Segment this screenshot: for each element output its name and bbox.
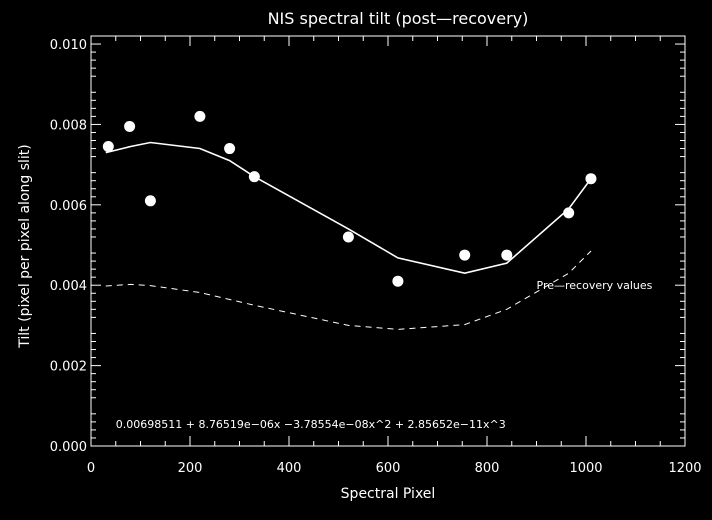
data-point (563, 207, 575, 219)
x-tick-label: 400 (277, 461, 302, 476)
annotations: Pre—recovery values 0.00698511 + 8.76519e… (116, 279, 653, 431)
data-point (392, 275, 404, 287)
data-point (144, 195, 156, 207)
x-axis-label: Spectral Pixel (341, 486, 436, 502)
x-tick-label: 1200 (668, 461, 701, 476)
data-point (224, 143, 236, 155)
series-points (102, 110, 597, 287)
y-tick-label: 0.002 (50, 360, 87, 375)
pre-recovery-dashed-line (105, 250, 592, 330)
y-tick-label: 0.000 (50, 440, 87, 455)
y-tick-label: 0.004 (50, 279, 87, 294)
ticks (90, 36, 686, 447)
data-point (342, 231, 354, 243)
data-point (124, 120, 136, 132)
fit-equation-label: 0.00698511 + 8.76519e−06x −3.78554e−08x^… (116, 418, 506, 431)
chart-title: NIS spectral tilt (post—recovery) (268, 9, 529, 28)
pre-recovery-label: Pre—recovery values (537, 279, 653, 292)
y-tick-label: 0.006 (50, 199, 87, 214)
y-tick-label: 0.008 (50, 118, 87, 133)
data-point (585, 173, 597, 185)
data-point (248, 171, 260, 183)
data-point (194, 110, 206, 122)
fit-curve-line (105, 141, 592, 275)
x-tick-label: 1000 (569, 461, 602, 476)
series-lines (105, 141, 592, 330)
y-tick-label: 0.010 (50, 38, 87, 53)
x-tick-label: 800 (475, 461, 500, 476)
x-tick-label: 600 (376, 461, 401, 476)
y-tick-labels: 0.000 0.002 0.004 0.006 0.008 0.010 (50, 38, 87, 455)
data-point (459, 249, 471, 261)
x-tick-label: 200 (178, 461, 203, 476)
y-axis-label: Tilt (pixel per pixel along slit) (17, 144, 33, 348)
x-tick-label: 0 (87, 461, 95, 476)
x-tick-labels: 0 200 400 600 800 1000 1200 (87, 461, 702, 476)
data-point (102, 141, 114, 153)
data-point (501, 249, 513, 261)
